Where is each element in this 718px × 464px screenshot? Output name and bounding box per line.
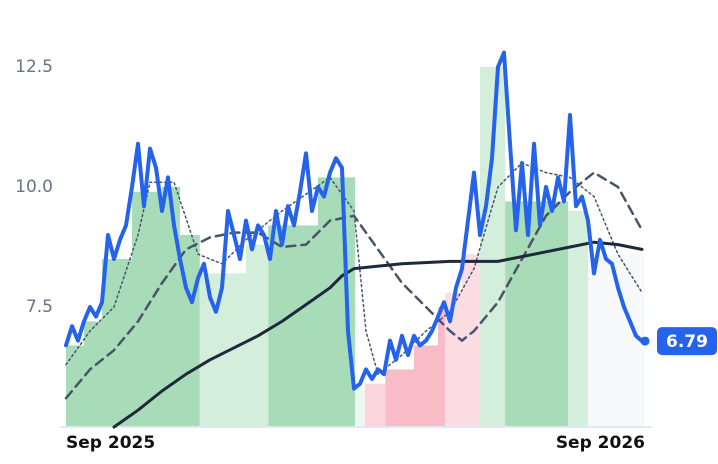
y-tick-label: 12.5 [15, 57, 53, 77]
zone [355, 388, 365, 427]
zone [364, 383, 386, 427]
zone [102, 259, 132, 427]
x-tick-label: Sep 2025 [66, 433, 155, 453]
x-tick-label: Sep 2026 [556, 433, 645, 453]
line [65, 162, 643, 375]
zone [162, 187, 180, 427]
y-tick-label: 10.0 [15, 177, 53, 197]
line [64, 50, 644, 391]
zone [318, 177, 356, 427]
zone [505, 201, 569, 427]
y-tick-label: 7.5 [26, 297, 53, 317]
value-label-bg [657, 327, 717, 356]
zone [199, 273, 246, 427]
zone [568, 211, 588, 427]
zone [385, 369, 414, 427]
line [112, 240, 644, 429]
zone [414, 345, 438, 427]
last-point [640, 336, 650, 346]
zone [84, 321, 102, 427]
line [64, 171, 644, 400]
zone [438, 307, 446, 427]
value-label: 6.79 [666, 332, 708, 352]
zone [132, 191, 162, 427]
zone [462, 254, 480, 427]
zone [445, 292, 462, 427]
